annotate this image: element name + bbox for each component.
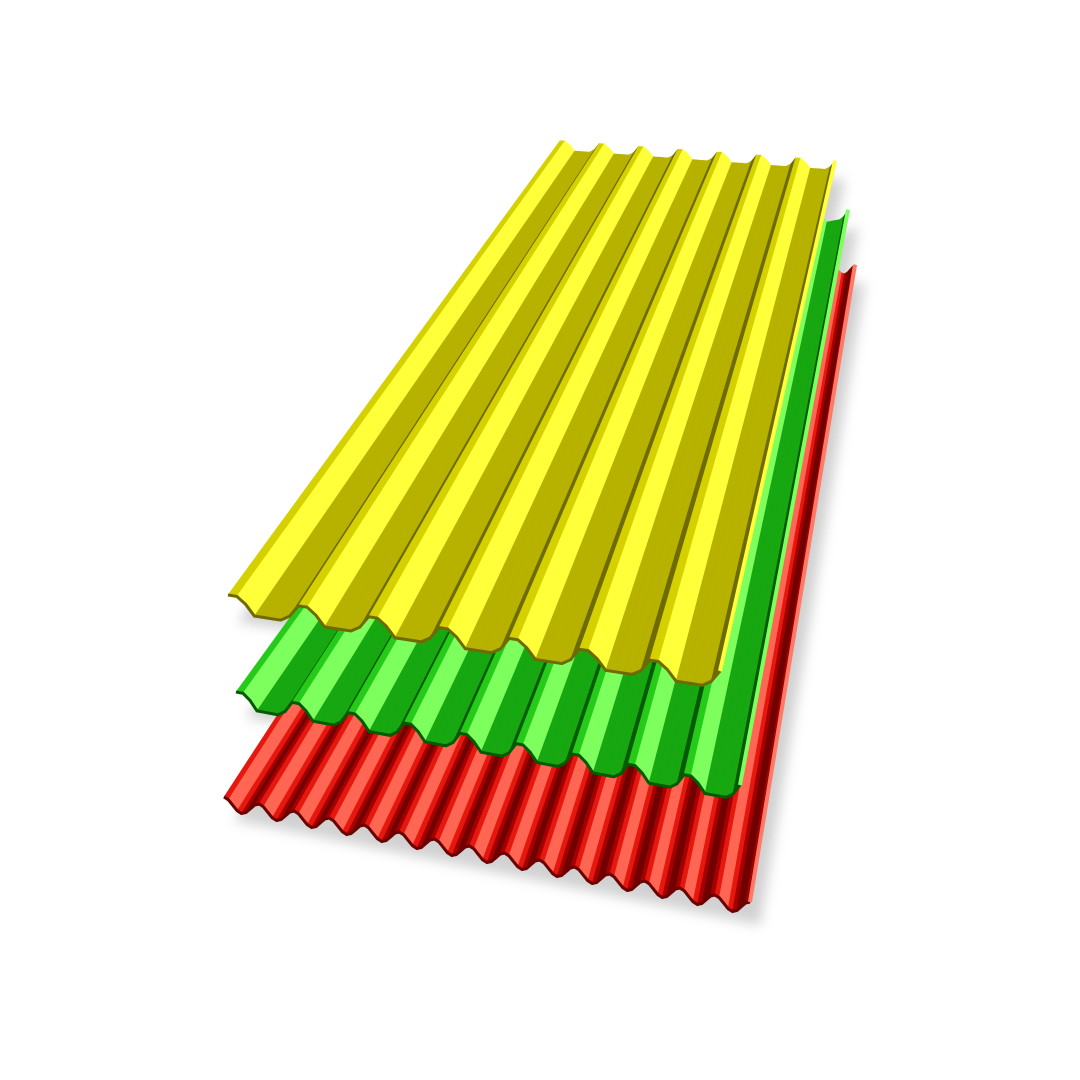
red-sheet-front-edge bbox=[223, 795, 751, 914]
yellow-sheet-front-edge bbox=[227, 593, 722, 687]
green-sheet-side-edge bbox=[738, 209, 850, 786]
yellow-sheet-side-edge bbox=[718, 160, 837, 672]
green-sheet-front-edge bbox=[235, 690, 742, 799]
yellow-sheet bbox=[227, 140, 837, 687]
red-sheet-side-edge bbox=[748, 264, 857, 903]
